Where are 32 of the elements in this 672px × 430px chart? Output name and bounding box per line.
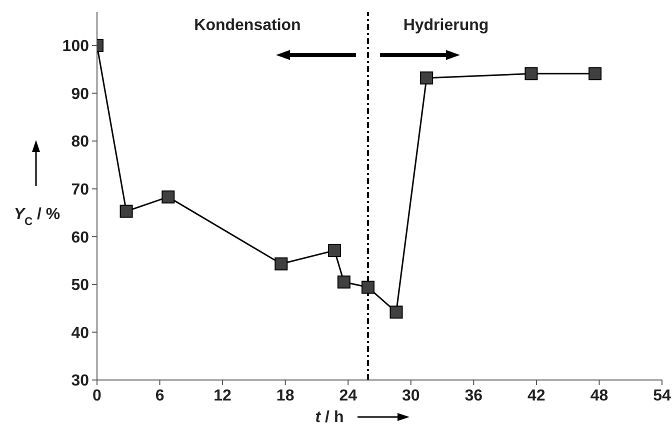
y-tick-label: 100 xyxy=(62,38,90,56)
x-tick-label: 0 xyxy=(92,387,102,404)
point xyxy=(588,67,602,80)
x-tick-label: 30 xyxy=(402,387,420,404)
x-tick-label: 18 xyxy=(276,387,294,404)
y-tick-label: 50 xyxy=(71,277,90,294)
y-tick-label: 80 xyxy=(71,134,90,151)
point xyxy=(274,257,288,270)
y-tick-label: 40 xyxy=(71,324,90,342)
x-tick-label: 42 xyxy=(528,387,546,404)
x-tick-label: 24 xyxy=(339,387,358,404)
y-axis-title: Y$_{C}$ / % xyxy=(14,206,60,228)
point xyxy=(120,204,133,218)
y-tick-label: 60 xyxy=(71,229,90,246)
x-tick-label: 36 xyxy=(464,387,483,404)
point xyxy=(361,280,374,294)
annotation: Kondensation xyxy=(194,17,301,34)
x-tick-label: 12 xyxy=(214,387,232,404)
x-tick-label: 54 xyxy=(653,387,671,404)
annotation: Hydrierung xyxy=(403,17,489,34)
point xyxy=(337,276,350,289)
y-tick-label: 90 xyxy=(71,86,90,103)
point xyxy=(420,71,434,84)
y-tick-label: 30 xyxy=(71,372,90,390)
point xyxy=(162,190,175,204)
point xyxy=(328,244,342,257)
y-tick-label: 70 xyxy=(71,182,90,199)
x-axis-title: t / h xyxy=(315,409,344,426)
point xyxy=(524,67,538,80)
x-tick-label: 48 xyxy=(590,387,608,404)
point xyxy=(390,306,403,319)
x-tick-label: 6 xyxy=(155,387,164,404)
